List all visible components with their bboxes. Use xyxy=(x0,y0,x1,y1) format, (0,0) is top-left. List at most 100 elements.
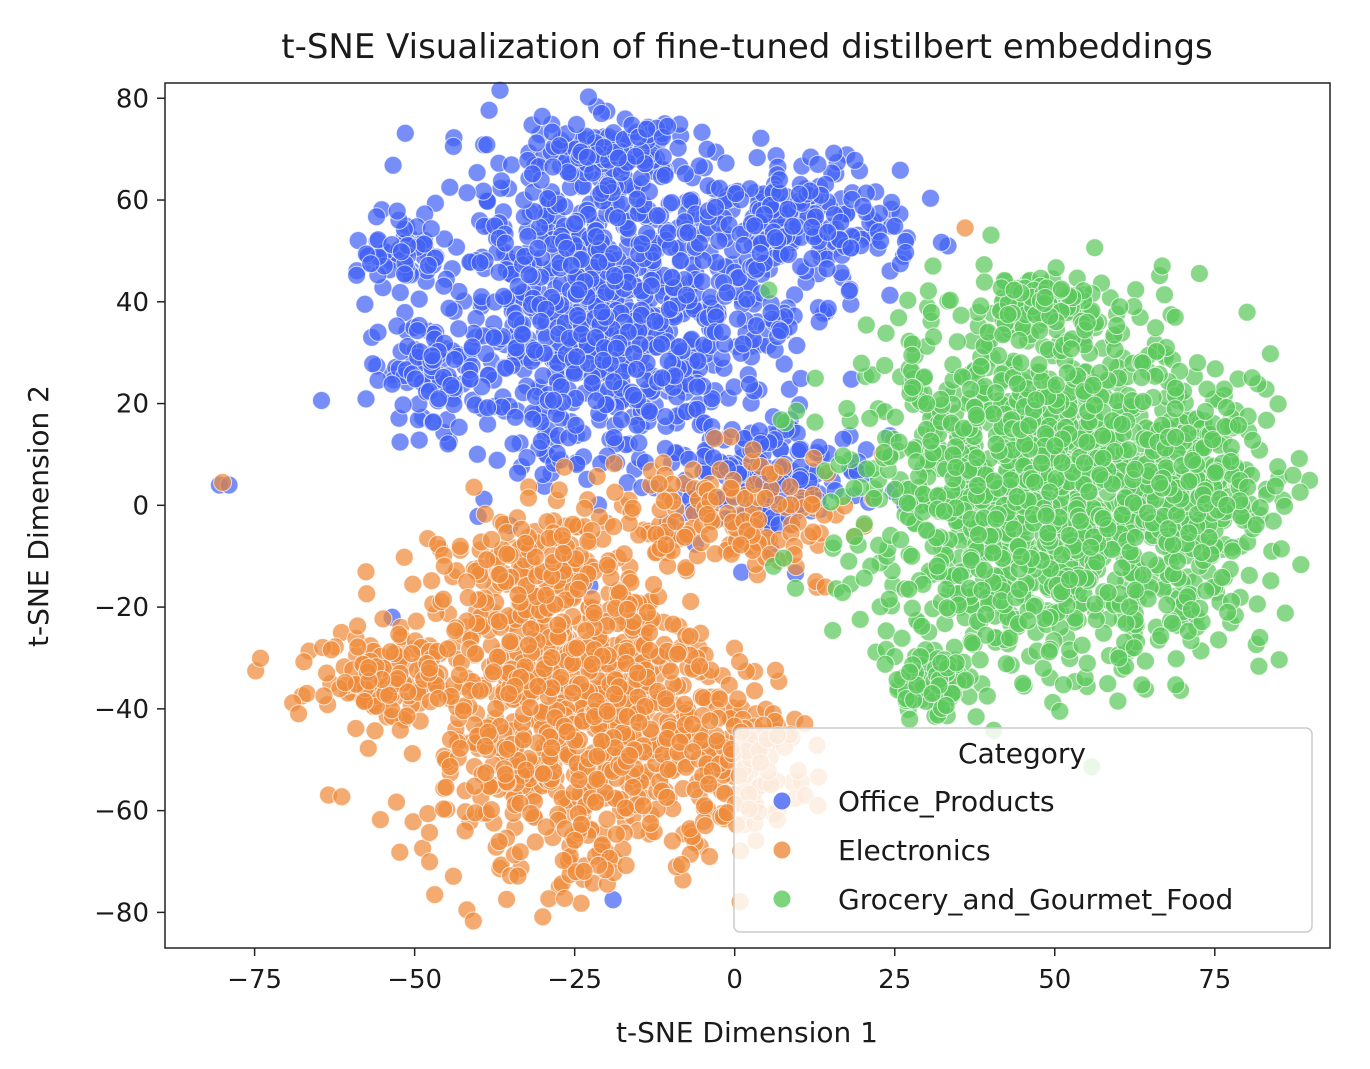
data-point xyxy=(839,281,859,301)
data-point xyxy=(1217,495,1237,515)
data-point xyxy=(837,399,857,418)
data-point xyxy=(587,746,607,766)
data-point xyxy=(418,804,438,824)
data-point xyxy=(606,338,626,358)
data-point xyxy=(1189,264,1209,283)
data-point xyxy=(589,252,609,272)
data-point xyxy=(586,792,606,812)
data-point xyxy=(557,238,577,258)
data-point xyxy=(1179,472,1199,491)
data-point xyxy=(478,398,498,418)
data-point xyxy=(387,792,406,812)
data-point xyxy=(365,721,385,741)
data-point xyxy=(494,286,514,306)
data-point xyxy=(455,821,475,841)
data-point xyxy=(1166,675,1186,695)
data-point xyxy=(568,306,587,325)
data-point xyxy=(833,429,853,449)
data-point xyxy=(824,143,844,163)
data-point xyxy=(1125,459,1145,479)
data-point xyxy=(449,319,469,339)
data-point xyxy=(567,115,586,134)
data-point xyxy=(641,276,661,296)
data-point xyxy=(576,621,596,641)
data-point xyxy=(695,796,715,816)
data-point xyxy=(542,648,562,668)
data-point xyxy=(717,283,737,303)
data-point xyxy=(639,401,659,421)
data-point xyxy=(1039,642,1059,662)
data-point xyxy=(1085,238,1105,258)
data-point xyxy=(314,686,334,706)
data-point xyxy=(921,431,941,451)
data-point xyxy=(1133,392,1153,411)
data-point xyxy=(851,353,871,373)
data-point xyxy=(745,681,765,701)
data-point xyxy=(896,243,916,262)
data-point xyxy=(439,298,459,318)
data-point xyxy=(597,555,617,575)
y-tick-label: 40 xyxy=(116,288,149,318)
data-point xyxy=(489,832,509,852)
data-point xyxy=(579,87,598,107)
data-point xyxy=(1085,395,1104,415)
data-point xyxy=(1052,279,1071,299)
data-point xyxy=(549,480,569,500)
data-point xyxy=(605,266,624,286)
data-point xyxy=(395,264,415,284)
data-point xyxy=(1239,565,1259,585)
data-point xyxy=(984,471,1004,491)
data-point xyxy=(1052,453,1072,473)
data-point xyxy=(355,692,374,711)
data-point xyxy=(891,530,911,550)
data-point xyxy=(818,298,838,318)
data-point xyxy=(554,457,574,477)
data-point xyxy=(668,644,688,664)
data-point xyxy=(1157,595,1177,615)
data-point xyxy=(617,599,637,619)
data-point xyxy=(358,738,378,758)
data-point xyxy=(899,579,919,599)
data-point xyxy=(966,405,986,425)
data-point xyxy=(710,178,729,198)
data-point xyxy=(1026,390,1046,410)
data-point xyxy=(824,533,844,553)
data-point xyxy=(921,188,940,208)
data-point xyxy=(1138,503,1157,523)
data-point xyxy=(1010,579,1029,599)
y-tick-label: −40 xyxy=(94,695,149,725)
data-point xyxy=(675,164,695,184)
y-axis-label: t-SNE Dimension 2 xyxy=(22,385,55,647)
data-point xyxy=(213,472,233,492)
data-point xyxy=(857,459,877,479)
data-point xyxy=(962,633,982,653)
data-point xyxy=(550,136,570,156)
data-point xyxy=(525,832,545,852)
data-point xyxy=(773,457,793,477)
data-point xyxy=(655,407,675,427)
data-point xyxy=(971,296,991,316)
data-point xyxy=(658,760,678,779)
data-point xyxy=(675,527,695,547)
data-point xyxy=(1237,302,1257,322)
data-point xyxy=(608,208,628,228)
data-point xyxy=(395,123,415,143)
data-point xyxy=(637,119,657,139)
data-point xyxy=(876,621,896,641)
data-point xyxy=(592,104,611,123)
data-point xyxy=(1291,555,1311,575)
data-point xyxy=(492,171,511,191)
data-point xyxy=(981,225,1001,245)
data-point xyxy=(466,644,486,664)
data-point xyxy=(495,764,515,784)
data-point xyxy=(719,675,739,695)
data-point xyxy=(346,719,366,738)
data-point xyxy=(402,744,422,764)
data-point xyxy=(699,774,719,794)
data-point xyxy=(1166,427,1186,447)
data-point xyxy=(821,492,841,512)
x-tick-label: 50 xyxy=(1038,965,1071,995)
data-point xyxy=(1107,316,1127,335)
